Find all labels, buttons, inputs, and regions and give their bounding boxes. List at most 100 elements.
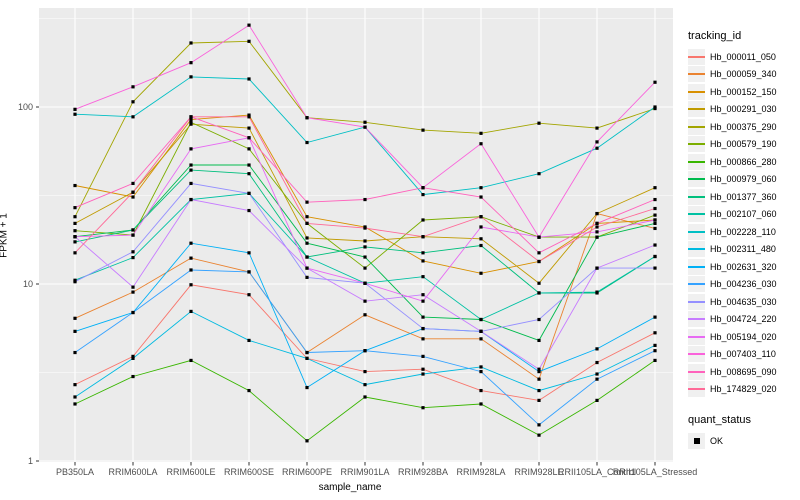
legend-item-Hb_000866_280: Hb_000866_280 (688, 153, 798, 171)
data-point (479, 337, 483, 341)
data-point (479, 243, 483, 248)
legend-key-icon (688, 276, 705, 293)
data-point (189, 115, 193, 119)
legend-item-Hb_002631_320: Hb_002631_320 (688, 258, 798, 276)
data-point (73, 251, 77, 255)
data-point (653, 343, 657, 347)
data-point (363, 125, 367, 129)
data-point (421, 406, 425, 410)
data-point (305, 439, 309, 443)
data-point (537, 377, 541, 381)
data-point (479, 142, 483, 146)
data-point (247, 39, 251, 43)
data-point (131, 181, 135, 186)
data-point (595, 225, 599, 229)
data-point (421, 299, 425, 303)
data-point (363, 120, 367, 124)
data-point (421, 192, 425, 197)
x-tick-label: RRIM600LA (108, 467, 157, 477)
data-point (421, 275, 425, 279)
data-point (653, 197, 657, 202)
data-point (189, 358, 193, 363)
data-point (479, 402, 483, 406)
data-point (131, 285, 135, 289)
data-point (247, 208, 251, 213)
legend-title-quant-status: quant_status (688, 414, 751, 426)
legend-key-icon (688, 223, 705, 240)
data-point (421, 372, 425, 376)
data-point (189, 168, 193, 172)
data-point (537, 121, 541, 125)
data-point (73, 221, 77, 225)
data-point (595, 140, 599, 144)
data-point (363, 226, 367, 230)
data-point (595, 235, 599, 239)
data-point (653, 226, 657, 231)
y-tick-label: 100 (18, 102, 33, 112)
legend-item-label: Hb_174829_020 (710, 384, 777, 395)
data-point (247, 77, 251, 81)
legend-item-label: Hb_000011_050 (710, 51, 776, 62)
data-point (247, 338, 251, 343)
data-point (131, 115, 135, 119)
data-point (537, 433, 541, 437)
data-point (131, 354, 135, 358)
legend-item-Hb_002107_060: Hb_002107_060 (688, 206, 798, 224)
legend-key-icon (688, 311, 705, 328)
data-point (131, 195, 135, 199)
legend-item-Hb_001377_360: Hb_001377_360 (688, 188, 798, 206)
data-point (653, 213, 657, 217)
x-tick-label: PB350LA (56, 467, 94, 477)
data-point (653, 186, 657, 190)
data-point (363, 313, 367, 317)
data-point (131, 255, 135, 260)
data-point (189, 256, 193, 260)
x-tick-label: RRIM928LA (456, 467, 505, 477)
data-point (189, 283, 193, 287)
legend-key-icon (688, 328, 705, 345)
data-point (131, 290, 135, 294)
legend-item-Hb_000291_030: Hb_000291_030 (688, 101, 798, 119)
data-point (73, 107, 77, 111)
data-point (247, 147, 251, 151)
data-point (653, 243, 657, 247)
data-point (537, 251, 541, 255)
data-point (479, 131, 483, 135)
data-point (363, 299, 367, 303)
data-point (479, 388, 483, 393)
data-point (363, 197, 367, 202)
legend-item-label: Hb_004635_030 (710, 296, 777, 307)
data-point (305, 200, 309, 204)
legend-item-label: Hb_000979_060 (710, 174, 777, 185)
data-point (305, 236, 309, 240)
legend-item-label: Hb_000291_030 (710, 104, 777, 115)
legend-title-tracking-id: tracking_id (688, 30, 742, 42)
data-point (479, 215, 483, 219)
legend: tracking_id Hb_000011_050 Hb_000059_340 Hb… (688, 30, 798, 450)
data-point (247, 270, 251, 274)
data-point (595, 347, 599, 351)
data-point (421, 251, 425, 255)
data-point (247, 163, 251, 167)
data-point (247, 136, 251, 140)
legend-item-Hb_000059_340: Hb_000059_340 (688, 66, 798, 84)
data-point (305, 356, 309, 360)
data-point (73, 112, 77, 116)
data-point (537, 398, 541, 402)
data-point (537, 388, 541, 393)
data-point (189, 147, 193, 151)
data-point (363, 245, 367, 249)
data-point (595, 266, 599, 270)
data-point (305, 275, 309, 279)
data-point (131, 310, 135, 315)
data-point (421, 293, 425, 297)
data-point (363, 369, 367, 374)
data-point (189, 120, 193, 124)
data-point (189, 268, 193, 272)
data-point (73, 350, 77, 355)
data-point (595, 398, 599, 402)
data-point (189, 122, 193, 126)
legend-quant-status: quant_status OK (688, 414, 798, 450)
legend-item-label: Hb_002107_060 (710, 209, 777, 220)
